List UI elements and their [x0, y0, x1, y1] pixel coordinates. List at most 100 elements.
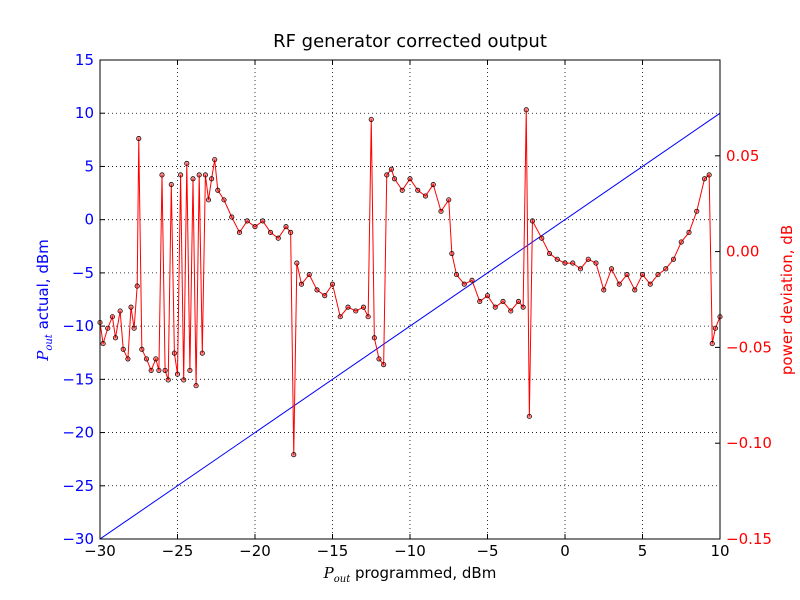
marker: [196, 172, 202, 178]
x-tick-label: −30: [84, 542, 116, 560]
marker: [500, 298, 506, 304]
y-tick-label: 10: [75, 104, 94, 122]
marker: [461, 281, 467, 287]
marker: [492, 304, 498, 310]
plot-frame: [99, 59, 721, 540]
marker: [184, 160, 190, 167]
marker: [193, 383, 199, 389]
marker: [647, 281, 653, 287]
marker: [187, 367, 193, 373]
marker: [143, 356, 150, 362]
marker: [381, 362, 387, 368]
marker: [329, 281, 336, 287]
marker: [125, 356, 131, 362]
marker: [134, 283, 140, 289]
marker: [449, 250, 455, 257]
marker: [112, 335, 119, 341]
marker: [670, 256, 677, 262]
marker: [291, 452, 297, 458]
marker: [484, 293, 491, 299]
marker: [529, 218, 536, 224]
x-tick-label: −5: [476, 542, 498, 560]
marker: [616, 281, 622, 287]
marker: [212, 157, 218, 163]
y-label-symbol: P: [34, 350, 52, 362]
x-label-text: programmed, dBm: [350, 564, 496, 582]
y-tick-label: −15: [62, 370, 94, 388]
marker: [368, 116, 374, 122]
marker: [446, 197, 452, 203]
marker: [168, 181, 174, 188]
marker: [171, 350, 177, 356]
y-tick-label: −25: [62, 477, 94, 495]
marker: [229, 214, 235, 220]
marker: [694, 208, 700, 214]
y2-axis-label: power deviation, dB: [778, 225, 796, 375]
marker: [593, 260, 599, 266]
marker: [283, 224, 289, 230]
y-tick-label: −20: [62, 424, 94, 442]
y-tick-label: 0: [84, 211, 94, 229]
y-label-text: actual, dBm: [34, 239, 52, 334]
marker: [407, 176, 413, 182]
marker: [570, 260, 576, 266]
y-label-subscript: out: [44, 333, 55, 350]
marker: [162, 367, 168, 373]
marker: [712, 325, 718, 331]
marker: [608, 266, 615, 272]
x-label-symbol: P: [323, 564, 335, 582]
series-line: [100, 112, 720, 539]
marker: [288, 229, 294, 235]
y2-tick-label: −0.15: [726, 530, 772, 548]
marker: [148, 367, 154, 373]
x-tick-label: 0: [560, 542, 570, 560]
marker: [314, 287, 320, 293]
marker: [384, 172, 390, 178]
marker: [624, 272, 630, 278]
marker: [199, 350, 205, 356]
marker: [388, 166, 394, 172]
marker: [109, 314, 115, 320]
marker: [306, 272, 312, 278]
marker: [260, 218, 266, 224]
marker: [639, 272, 646, 278]
marker: [221, 197, 227, 203]
y2-tick-label: 0.00: [726, 243, 759, 261]
marker: [562, 260, 568, 266]
marker: [159, 172, 165, 178]
marker: [215, 187, 221, 193]
marker: [139, 346, 145, 352]
marker: [236, 229, 243, 235]
marker: [209, 176, 215, 182]
y-tick-label: −5: [72, 264, 94, 282]
marker: [345, 304, 351, 310]
marker: [205, 197, 212, 203]
marker: [415, 187, 421, 193]
marker: [477, 298, 483, 304]
marker: [469, 277, 475, 283]
marker: [508, 308, 514, 314]
marker: [391, 176, 398, 182]
marker: [322, 293, 328, 299]
marker: [156, 367, 162, 373]
x-tick-label: 5: [638, 542, 648, 560]
x-label-subscript: out: [334, 574, 351, 585]
marker: [165, 377, 171, 383]
marker: [399, 187, 405, 193]
y-tick-label: 5: [84, 157, 94, 175]
y-axis-label: Pout actual, dBm: [34, 239, 55, 362]
x-tick-label: −25: [162, 542, 194, 560]
x-tick-label: −20: [239, 542, 271, 560]
marker: [438, 208, 444, 214]
series-line: [100, 109, 720, 455]
marker: [577, 266, 584, 272]
marker: [365, 314, 371, 320]
marker: [526, 413, 532, 419]
marker: [178, 172, 184, 178]
marker: [422, 193, 429, 199]
marker: [371, 335, 377, 341]
x-tick-label: 10: [710, 542, 729, 560]
marker: [709, 341, 715, 347]
marker: [267, 229, 274, 235]
